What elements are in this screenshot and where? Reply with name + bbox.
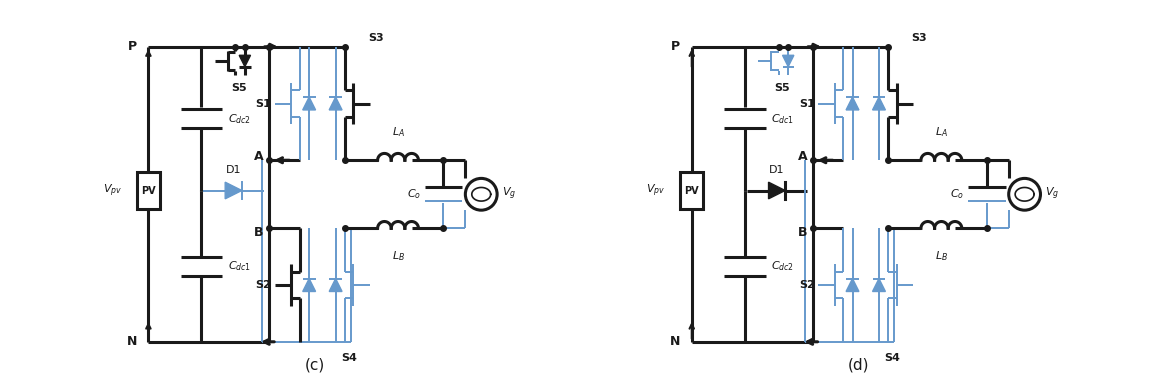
Text: S5: S5: [231, 83, 248, 93]
Text: P: P: [128, 40, 137, 53]
Text: $V_g$: $V_g$: [502, 186, 516, 202]
FancyBboxPatch shape: [680, 171, 703, 210]
Polygon shape: [225, 182, 242, 199]
Text: $L_A$: $L_A$: [392, 126, 405, 139]
Text: $V_{pv}$: $V_{pv}$: [103, 182, 122, 199]
Text: S2: S2: [799, 280, 815, 290]
Text: B: B: [255, 226, 264, 239]
Text: $C_o$: $C_o$: [407, 187, 421, 201]
Text: $C_{dc1}$: $C_{dc1}$: [771, 112, 794, 125]
Polygon shape: [782, 55, 794, 67]
Text: S3: S3: [368, 33, 384, 43]
Polygon shape: [846, 97, 859, 110]
Text: (d): (d): [847, 357, 869, 372]
Text: S4: S4: [341, 353, 357, 363]
Text: $L_B$: $L_B$: [935, 249, 948, 263]
Polygon shape: [239, 55, 251, 67]
Text: $C_{dc2}$: $C_{dc2}$: [228, 112, 251, 125]
Text: D1: D1: [225, 165, 242, 175]
Text: $C_{dc1}$: $C_{dc1}$: [228, 259, 251, 273]
Polygon shape: [303, 279, 316, 291]
Text: $L_B$: $L_B$: [392, 249, 405, 263]
Text: PV: PV: [141, 186, 156, 195]
Text: (c): (c): [305, 357, 325, 372]
Text: $C_o$: $C_o$: [950, 187, 964, 201]
Text: S2: S2: [256, 280, 271, 290]
Text: $L_A$: $L_A$: [935, 126, 948, 139]
Text: $V_{pv}$: $V_{pv}$: [646, 182, 665, 199]
Text: P: P: [671, 40, 680, 53]
Text: S1: S1: [799, 99, 815, 109]
Polygon shape: [873, 97, 886, 110]
Polygon shape: [846, 279, 859, 291]
Text: S5: S5: [774, 83, 791, 93]
Text: $V_g$: $V_g$: [1045, 186, 1059, 202]
Polygon shape: [330, 279, 343, 291]
Text: B: B: [798, 226, 807, 239]
Text: N: N: [670, 335, 680, 348]
Text: $C_{dc2}$: $C_{dc2}$: [771, 259, 794, 273]
Text: S3: S3: [911, 33, 927, 43]
Polygon shape: [873, 279, 886, 291]
FancyBboxPatch shape: [137, 171, 160, 210]
Polygon shape: [303, 97, 316, 110]
Text: D1: D1: [769, 165, 785, 175]
Text: A: A: [255, 150, 264, 163]
Text: S1: S1: [256, 99, 271, 109]
Text: N: N: [127, 335, 137, 348]
Text: S4: S4: [884, 353, 900, 363]
Polygon shape: [330, 97, 343, 110]
Polygon shape: [768, 182, 785, 199]
Text: A: A: [798, 150, 807, 163]
Text: PV: PV: [685, 186, 699, 195]
